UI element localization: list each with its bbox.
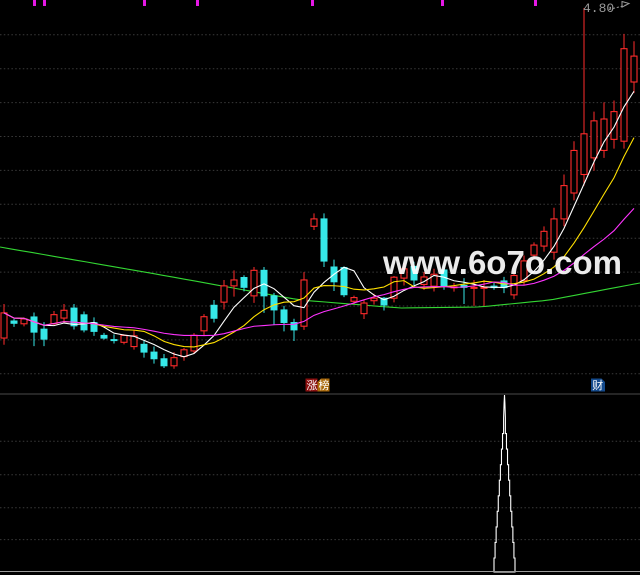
svg-text:财: 财 [592,378,603,392]
svg-text:榜: 榜 [319,378,330,392]
svg-text:4.80: 4.80 [583,1,614,16]
svg-text:涨: 涨 [307,379,318,392]
